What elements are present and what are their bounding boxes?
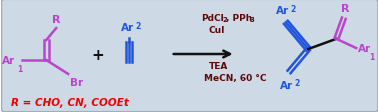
Text: R: R bbox=[341, 4, 349, 14]
Text: R = CHO, CN, COOEt: R = CHO, CN, COOEt bbox=[11, 97, 129, 107]
Text: 2: 2 bbox=[291, 5, 296, 14]
Text: TEA: TEA bbox=[209, 62, 228, 71]
Text: R: R bbox=[52, 15, 60, 25]
Text: 2: 2 bbox=[135, 22, 140, 31]
Text: +: + bbox=[92, 47, 104, 62]
Text: 2: 2 bbox=[223, 17, 227, 23]
Text: MeCN, 60 °C: MeCN, 60 °C bbox=[204, 74, 266, 83]
Text: Ar: Ar bbox=[121, 23, 135, 33]
Text: CuI: CuI bbox=[209, 25, 225, 34]
Text: PdCl: PdCl bbox=[201, 14, 223, 22]
Text: Br: Br bbox=[70, 77, 83, 87]
Text: 3: 3 bbox=[249, 17, 254, 23]
Text: 1: 1 bbox=[17, 64, 23, 73]
Text: Ar: Ar bbox=[2, 55, 15, 65]
Text: 1: 1 bbox=[369, 53, 375, 61]
Text: 2: 2 bbox=[294, 78, 299, 87]
Text: Ar: Ar bbox=[279, 80, 293, 90]
Text: Ar: Ar bbox=[276, 6, 290, 16]
Text: Ar: Ar bbox=[358, 44, 371, 54]
Text: , PPh: , PPh bbox=[226, 14, 252, 22]
